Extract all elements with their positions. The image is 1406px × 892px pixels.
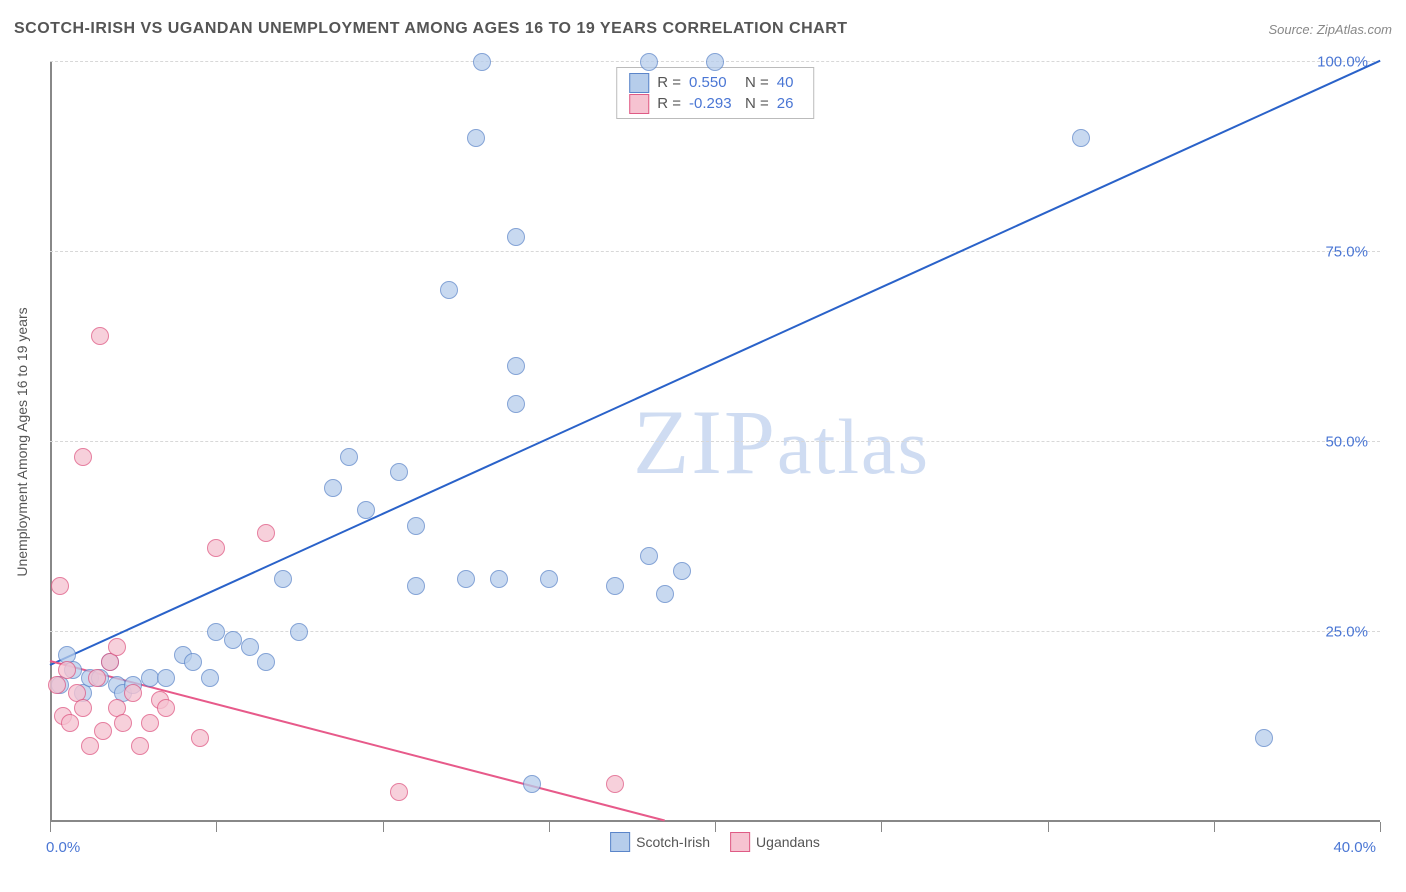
data-point	[507, 357, 525, 375]
swatch-scotch-irish-b	[610, 832, 630, 852]
correlation-legend: R = 0.550 N = 40 R = -0.293 N = 26	[616, 67, 814, 119]
data-point	[91, 327, 109, 345]
y-tick-label: 75.0%	[1325, 244, 1368, 261]
data-point	[340, 448, 358, 466]
data-point	[490, 570, 508, 588]
data-point	[241, 638, 259, 656]
gridline	[50, 631, 1380, 632]
x-tick	[881, 822, 882, 832]
data-point	[457, 570, 475, 588]
data-point	[201, 669, 219, 687]
trendline-scotch-irish	[50, 60, 1381, 666]
gridline	[50, 441, 1380, 442]
x-tick	[549, 822, 550, 832]
y-tick-label: 50.0%	[1325, 434, 1368, 451]
data-point	[58, 661, 76, 679]
data-point	[141, 669, 159, 687]
data-point	[124, 684, 142, 702]
data-point	[706, 53, 724, 71]
x-tick	[1380, 822, 1381, 832]
data-point	[507, 395, 525, 413]
gridline	[50, 251, 1380, 252]
watermark: ZIPatlas	[633, 389, 930, 495]
data-point	[257, 653, 275, 671]
legend-row-scotch-irish: R = 0.550 N = 40	[629, 72, 801, 93]
data-point	[157, 699, 175, 717]
data-point	[357, 501, 375, 519]
x-tick	[50, 822, 51, 832]
data-point	[224, 631, 242, 649]
data-point	[48, 676, 66, 694]
data-point	[440, 281, 458, 299]
data-point	[390, 783, 408, 801]
data-point	[257, 524, 275, 542]
data-point	[131, 737, 149, 755]
data-point	[606, 775, 624, 793]
data-point	[207, 539, 225, 557]
data-point	[507, 228, 525, 246]
x-tick-label-start: 0.0%	[46, 839, 80, 856]
swatch-ugandans	[629, 94, 649, 114]
x-tick	[715, 822, 716, 832]
data-point	[390, 463, 408, 481]
data-point	[88, 669, 106, 687]
data-point	[606, 577, 624, 595]
data-point	[1255, 729, 1273, 747]
data-point	[640, 53, 658, 71]
y-axis-label: Unemployment Among Ages 16 to 19 years	[14, 307, 30, 576]
series-legend: Scotch-Irish Ugandans	[610, 832, 820, 852]
chart-area: Unemployment Among Ages 16 to 19 years Z…	[50, 62, 1380, 822]
data-point	[407, 517, 425, 535]
data-point	[157, 669, 175, 687]
data-point	[51, 577, 69, 595]
data-point	[290, 623, 308, 641]
data-point	[640, 547, 658, 565]
data-point	[184, 653, 202, 671]
legend-item-ugandans: Ugandans	[730, 832, 820, 852]
data-point	[81, 737, 99, 755]
data-point	[191, 729, 209, 747]
swatch-ugandans-b	[730, 832, 750, 852]
data-point	[207, 623, 225, 641]
data-point	[540, 570, 558, 588]
x-tick-label-end: 40.0%	[1333, 839, 1376, 856]
data-point	[1072, 129, 1090, 147]
chart-title: SCOTCH-IRISH VS UGANDAN UNEMPLOYMENT AMO…	[14, 20, 848, 38]
data-point	[407, 577, 425, 595]
data-point	[114, 714, 132, 732]
legend-item-scotch-irish: Scotch-Irish	[610, 832, 710, 852]
data-point	[324, 479, 342, 497]
data-point	[673, 562, 691, 580]
x-tick	[1048, 822, 1049, 832]
chart-source: Source: ZipAtlas.com	[1268, 22, 1392, 37]
data-point	[74, 448, 92, 466]
y-tick-label: 25.0%	[1325, 624, 1368, 641]
data-point	[274, 570, 292, 588]
data-point	[108, 638, 126, 656]
data-point	[94, 722, 112, 740]
y-axis	[50, 62, 52, 822]
data-point	[656, 585, 674, 603]
x-tick	[216, 822, 217, 832]
data-point	[467, 129, 485, 147]
legend-row-ugandans: R = -0.293 N = 26	[629, 93, 801, 114]
swatch-scotch-irish	[629, 73, 649, 93]
data-point	[523, 775, 541, 793]
plot-region: ZIPatlas R = 0.550 N = 40 R = -0.293 N =…	[50, 62, 1380, 822]
x-tick	[383, 822, 384, 832]
data-point	[74, 699, 92, 717]
data-point	[473, 53, 491, 71]
data-point	[141, 714, 159, 732]
data-point	[61, 714, 79, 732]
x-tick	[1214, 822, 1215, 832]
chart-header: SCOTCH-IRISH VS UGANDAN UNEMPLOYMENT AMO…	[14, 20, 1392, 38]
